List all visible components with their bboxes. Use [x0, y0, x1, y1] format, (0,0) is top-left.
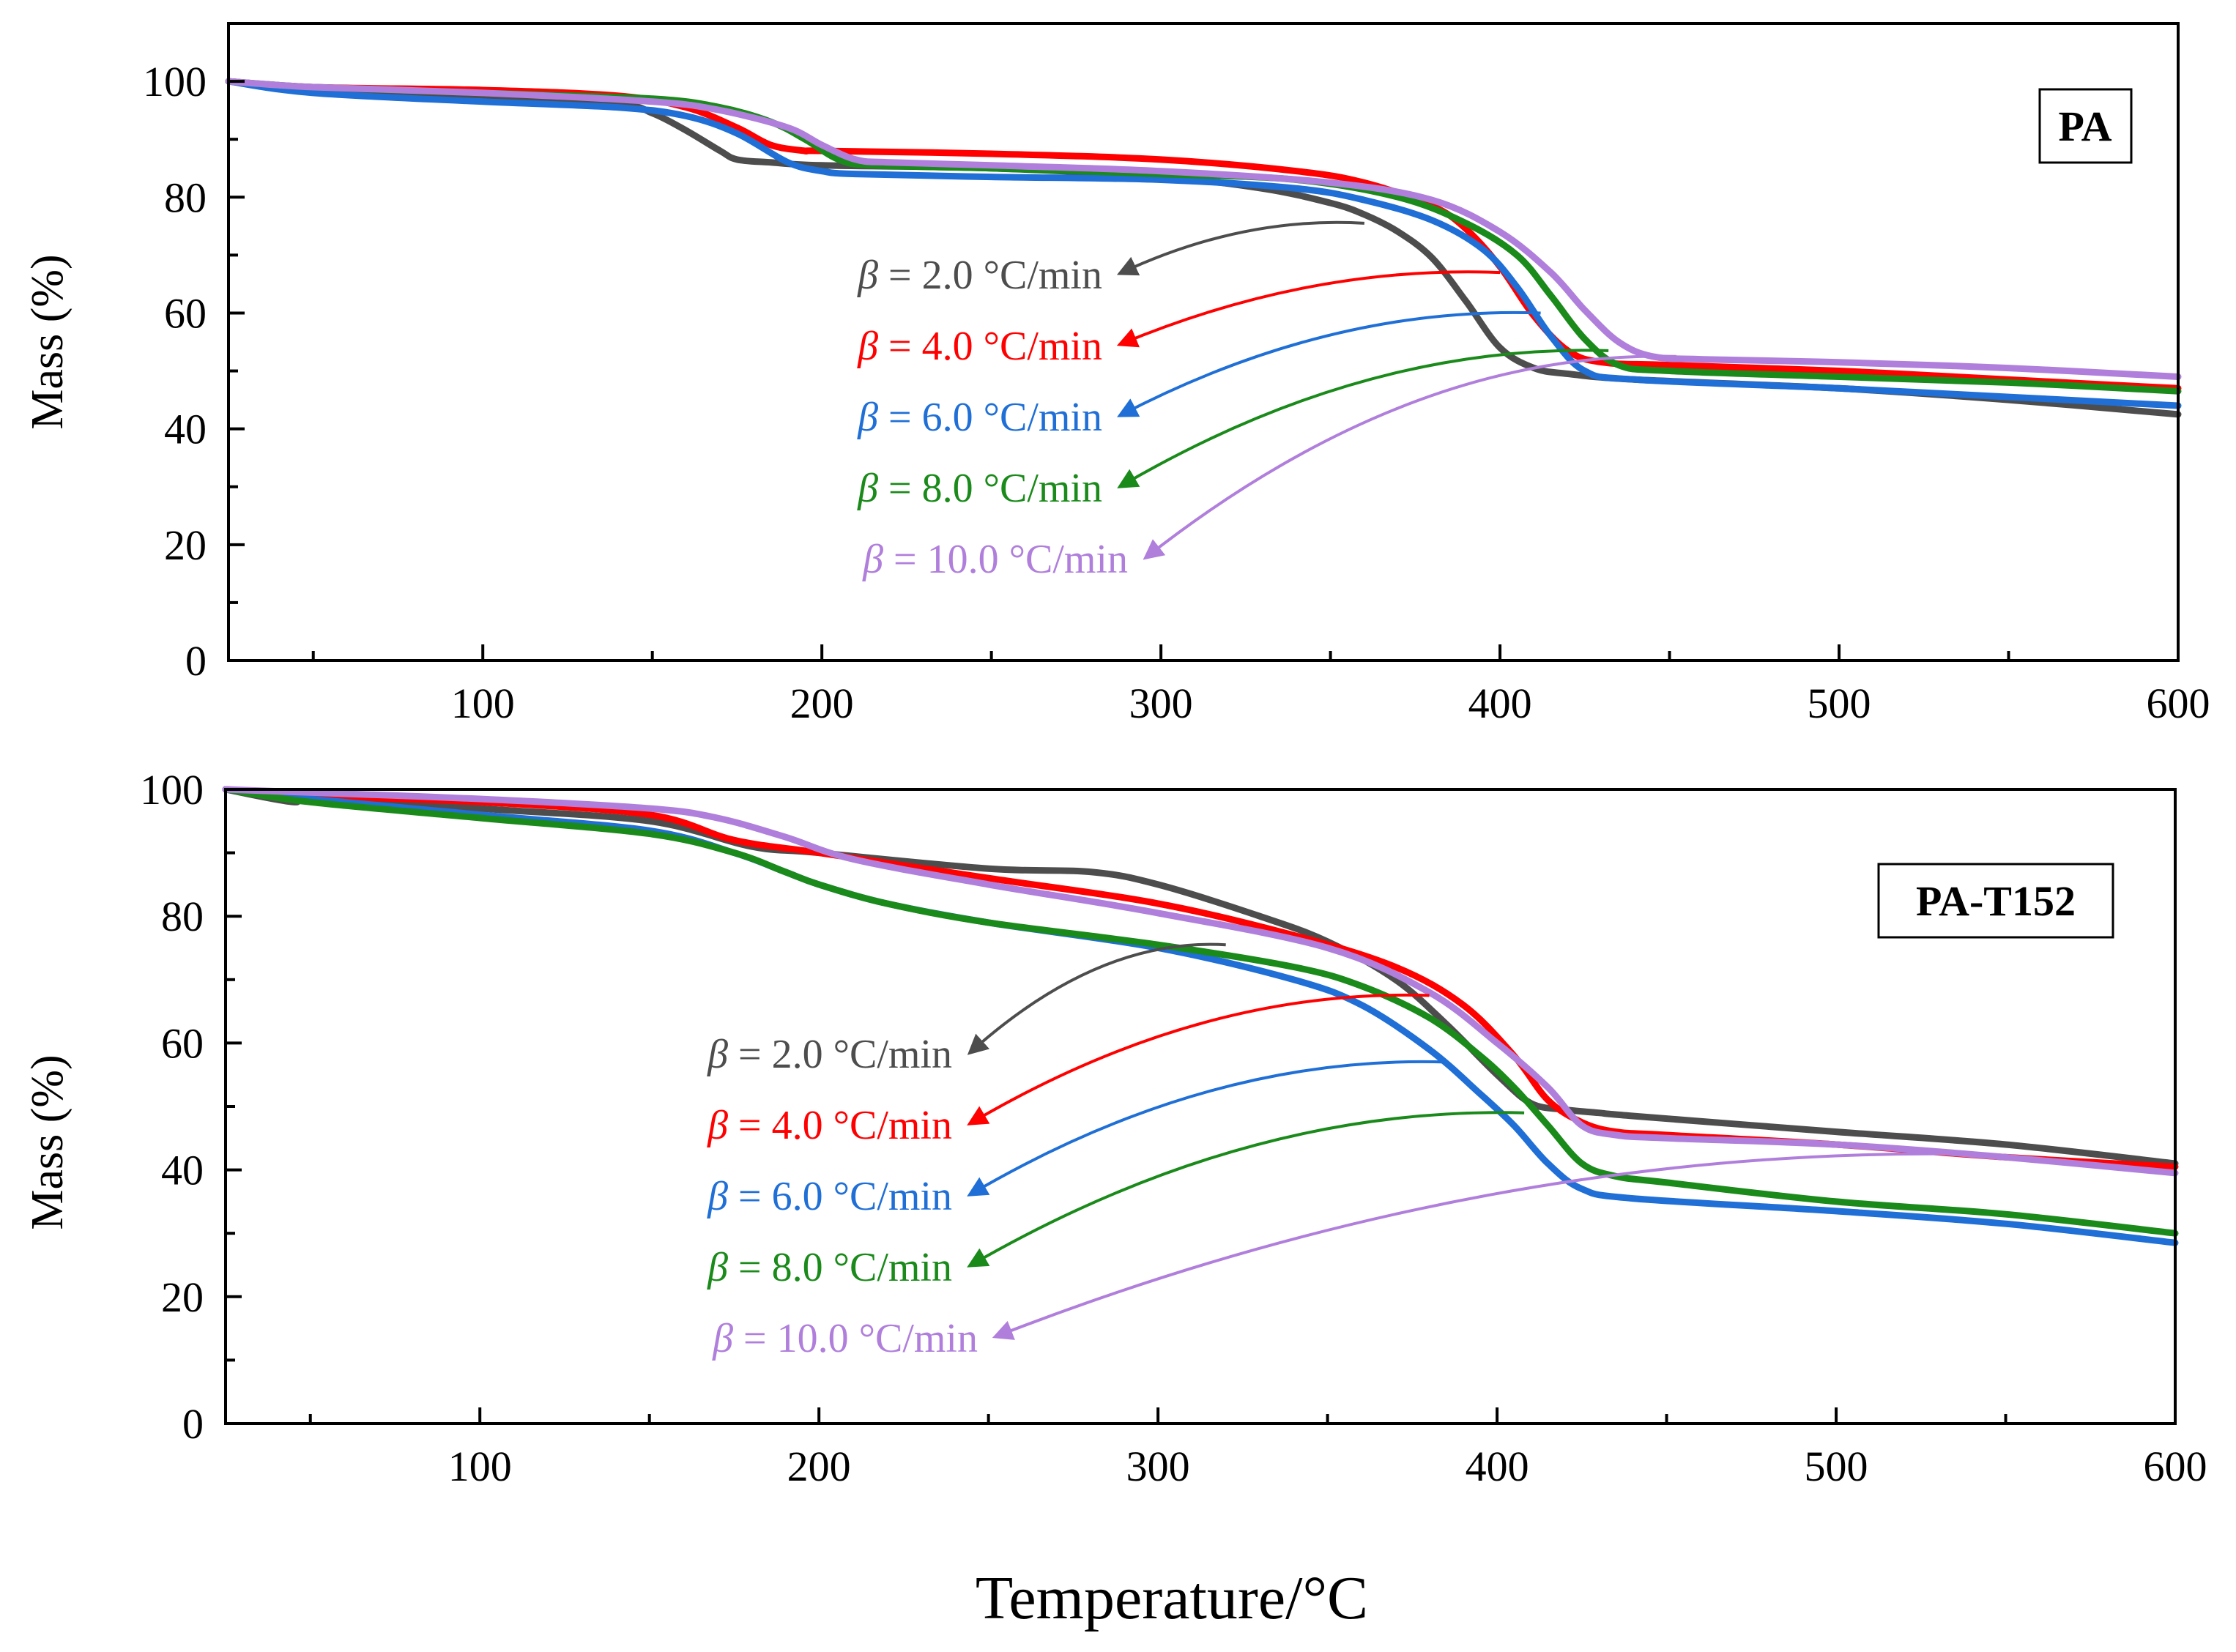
series-line-pa-t152-2 — [222, 786, 2179, 1246]
x-tick-label-pa-t152-500: 500 — [1805, 1443, 1868, 1490]
x-tick-label-pa-500: 500 — [1808, 680, 1871, 727]
y-tick-label-pa-t152-0: 0 — [182, 1400, 204, 1448]
panel-label-pa: PA — [2038, 88, 2133, 164]
legend-rate-pa-t152-4: = 4.0 °C/min — [728, 1103, 952, 1148]
x-tick-label-pa-300: 300 — [1129, 680, 1193, 727]
legend-rate-pa-8: = 8.0 °C/min — [878, 466, 1102, 511]
legend-rate-pa-6: = 6.0 °C/min — [878, 395, 1102, 440]
legend-beta-pa-t152-6: β — [707, 1174, 728, 1219]
y-tick-label-pa-0: 0 — [185, 637, 207, 685]
x-tick-label-pa-t152-300: 300 — [1126, 1443, 1190, 1490]
legend-beta-pa-4: β — [857, 324, 878, 369]
legend-arrow-pa-1 — [1116, 270, 1501, 348]
x-tick-label-pa-100: 100 — [451, 680, 515, 727]
legend-beta-pa-6: β — [857, 395, 878, 440]
legend-label-pa-t152-10: β = 10.0 °C/min — [712, 1316, 978, 1361]
legend-arrow-pa-3 — [1117, 349, 1609, 488]
legend-label-pa-2: β = 2.0 °C/min — [857, 253, 1102, 298]
y-tick-label-pa-t152-40: 40 — [161, 1147, 204, 1194]
legend-arrow-pa-0 — [1116, 220, 1365, 276]
legend-beta-pa-2: β — [857, 253, 878, 298]
series-layer-pa-t152 — [222, 786, 2179, 1246]
series-line-pa-t152-0 — [222, 786, 2179, 1167]
y-axis-title-pa-t152: Mass (%) — [23, 1054, 73, 1229]
y-tick-label-pa-t152-80: 80 — [161, 893, 204, 940]
series-line-pa-t152-4 — [222, 786, 2179, 1177]
series-line-pa-t152-3 — [222, 786, 2179, 1237]
series-line-pa-4 — [225, 78, 2182, 380]
series-line-pa-2 — [225, 78, 2182, 409]
legend-rate-pa-t152-2: = 2.0 °C/min — [728, 1032, 952, 1077]
legend-label-pa-t152-2: β = 2.0 °C/min — [707, 1032, 952, 1077]
legend-label-pa-4: β = 4.0 °C/min — [857, 324, 1102, 369]
legend-label-pa-t152-8: β = 8.0 °C/min — [707, 1245, 952, 1290]
legend-rate-pa-t152-6: = 6.0 °C/min — [728, 1174, 952, 1219]
legend-pa: β = 2.0 °C/min β = 4.0 °C/min β = 6.0 °C… — [857, 253, 1128, 582]
x-tick-label-pa-t152-400: 400 — [1466, 1443, 1529, 1490]
y-tick-label-pa-100: 100 — [143, 58, 207, 105]
panel-label-pa-t152: PA-T152 — [1877, 863, 2114, 939]
legend-beta-pa-8: β — [857, 466, 878, 511]
legend-rate-pa-4: = 4.0 °C/min — [878, 324, 1102, 369]
legend-label-pa-8: β = 8.0 °C/min — [857, 466, 1102, 511]
x-tick-label-pa-200: 200 — [790, 680, 854, 727]
legend-label-pa-6: β = 6.0 °C/min — [857, 395, 1102, 440]
legend-arrow-pa-t152-4 — [992, 1152, 1972, 1340]
legend-rate-pa-t152-8: = 8.0 °C/min — [728, 1245, 952, 1290]
y-tick-label-pa-20: 20 — [164, 521, 207, 569]
legend-arrow-pa-4 — [1143, 354, 1676, 560]
ticks-pa-t152 — [226, 788, 2177, 1424]
plot-frame-pa — [227, 22, 2180, 662]
panel-label-box-pa — [2038, 88, 2133, 164]
ticks-pa — [229, 80, 2180, 661]
legend-beta-pa-t152-2: β — [707, 1032, 728, 1077]
legend-arrow-pa-t152-3 — [967, 1111, 1525, 1268]
legend-label-pa-t152-4: β = 4.0 °C/min — [707, 1103, 952, 1148]
y-axis-title-pa: Mass (%) — [23, 254, 73, 429]
legend-arrows-pa-t152 — [967, 942, 1972, 1340]
x-tick-label-pa-t152-100: 100 — [448, 1443, 512, 1490]
legend-arrows-pa — [1116, 220, 1676, 560]
panel-label-text-pa: PA — [2058, 103, 2111, 150]
y-tick-label-pa-40: 40 — [164, 406, 207, 453]
panel-label-box-pa-t152 — [1877, 863, 2114, 939]
panel-label-text-pa-t152: PA-T152 — [1916, 877, 2076, 925]
legend-rate-pa-t152-10: = 10.0 °C/min — [733, 1316, 978, 1361]
x-tick-label-pa-t152-200: 200 — [787, 1443, 851, 1490]
x-axis-title: Temperature/°C — [976, 1564, 1368, 1632]
legend-pa-t152: β = 2.0 °C/min β = 4.0 °C/min β = 6.0 °C… — [707, 1032, 978, 1361]
y-tick-label-pa-t152-60: 60 — [161, 1019, 204, 1067]
x-tick-label-pa-400: 400 — [1468, 680, 1532, 727]
legend-rate-pa-10: = 10.0 °C/min — [883, 537, 1128, 582]
y-tick-label-pa-t152-100: 100 — [140, 766, 204, 814]
y-tick-label-pa-t152-20: 20 — [161, 1273, 204, 1321]
tick-labels-pa: 100 200 300 400 500 600 0 20 40 60 80 100 — [143, 58, 2210, 727]
legend-arrow-pa-t152-1 — [967, 993, 1430, 1125]
y-tick-label-pa-80: 80 — [164, 174, 207, 221]
legend-beta-pa-t152-10: β — [712, 1316, 733, 1361]
legend-rate-pa-2: = 2.0 °C/min — [878, 253, 1102, 298]
legend-beta-pa-t152-4: β — [707, 1103, 728, 1148]
x-tick-label-pa-600: 600 — [2147, 680, 2210, 727]
legend-beta-pa-t152-8: β — [707, 1245, 728, 1290]
legend-label-pa-t152-6: β = 6.0 °C/min — [707, 1174, 952, 1219]
tick-labels-pa-t152: 100 200 300 400 500 600 0 20 40 60 80 100 — [140, 766, 2207, 1490]
legend-arrow-pa-2 — [1117, 310, 1541, 417]
series-layer-pa — [225, 78, 2182, 418]
legend-beta-pa-10: β — [862, 537, 883, 582]
x-tick-label-pa-t152-600: 600 — [2144, 1443, 2207, 1490]
legend-arrow-pa-t152-0 — [967, 942, 1226, 1055]
legend-label-pa-10: β = 10.0 °C/min — [862, 537, 1128, 582]
y-tick-label-pa-60: 60 — [164, 289, 207, 337]
legend-arrow-pa-t152-2 — [967, 1060, 1446, 1197]
